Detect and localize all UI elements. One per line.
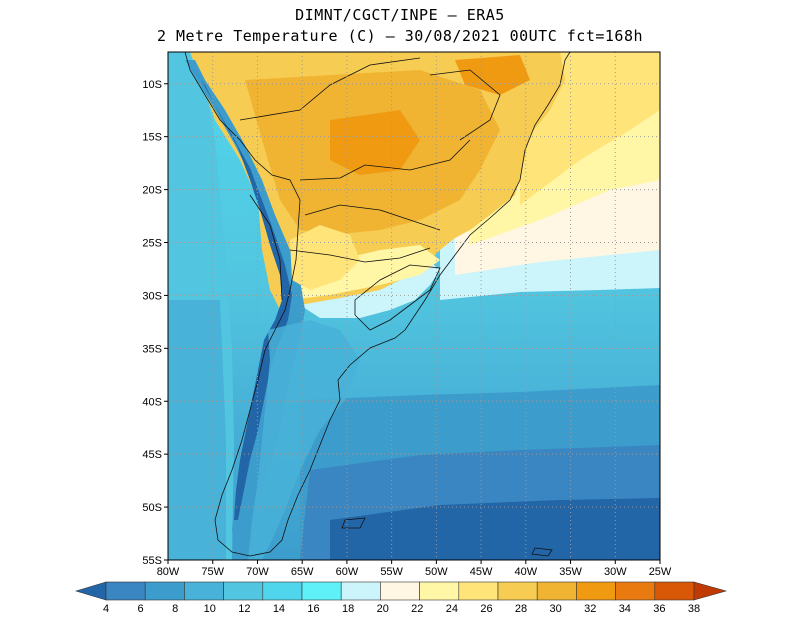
colorbar-swatch	[458, 581, 499, 601]
colorbar-label: 10	[204, 603, 216, 615]
map-title-line2: 2 Metre Temperature (C) – 30/08/2021 00U…	[156, 27, 644, 45]
colorbar-label: 8	[172, 603, 178, 615]
colorbar-label: 26	[480, 603, 492, 615]
lon-label: 50W	[425, 566, 448, 578]
colorbar-swatch	[693, 581, 728, 601]
colorbar-swatch	[615, 581, 656, 601]
colorbar-swatch	[301, 581, 342, 601]
lon-label: 80W	[157, 566, 180, 578]
colorbar-label: 30	[550, 603, 562, 615]
colorbar-swatch	[380, 581, 420, 601]
lat-label: 55S	[142, 555, 162, 567]
colorbar-swatch	[223, 581, 264, 601]
colorbar-swatch	[576, 581, 616, 601]
colorbar-label: 16	[307, 603, 319, 615]
colorbar-swatch	[340, 581, 381, 601]
lon-label: 75W	[201, 566, 224, 578]
lat-label: 40S	[142, 396, 162, 408]
colorbar-label: 38	[688, 603, 700, 615]
lon-label: 25W	[649, 566, 672, 578]
lat-label: 25S	[142, 238, 162, 250]
colorbar-label: 20	[377, 603, 389, 615]
lon-label: 60W	[336, 566, 359, 578]
colorbar-label: 18	[342, 603, 354, 615]
colorbar: 4 6 8 10 12 14 16 18 20 22 24 26 28 30 32 34 36 38	[74, 581, 728, 615]
colorbar-swatch	[536, 581, 577, 601]
colorbar-swatch	[74, 581, 107, 601]
colorbar-swatch	[419, 581, 460, 601]
colorbar-swatch	[105, 581, 146, 601]
colorbar-label: 4	[103, 603, 109, 615]
lat-label: 35S	[142, 343, 162, 355]
colorbar-label: 12	[238, 603, 250, 615]
lat-label: 30S	[142, 290, 162, 302]
lon-label: 30W	[604, 566, 627, 578]
lat-label: 20S	[142, 185, 162, 197]
colorbar-label: 28	[515, 603, 527, 615]
colorbar-label: 14	[273, 603, 285, 615]
colorbar-swatch	[184, 581, 224, 601]
colorbar-swatch	[497, 581, 538, 601]
lon-label: 65W	[291, 566, 314, 578]
lon-label: 35W	[559, 566, 582, 578]
lon-label: 55W	[380, 566, 403, 578]
colorbar-swatch	[144, 581, 185, 601]
colorbar-label: 32	[584, 603, 596, 615]
lat-label: 50S	[142, 502, 162, 514]
colorbar-label: 22	[411, 603, 423, 615]
lon-label: 70W	[246, 566, 269, 578]
map-title-line1: DIMNT/CGCT/INPE – ERA5	[295, 6, 505, 24]
lon-label: 45W	[470, 566, 493, 578]
colorbar-label: 6	[138, 603, 144, 615]
colorbar-label: 36	[653, 603, 665, 615]
longitude-labels: 80W 75W 70W 65W 60W 55W 50W 45W 40W 35W 30W 25W	[157, 560, 672, 578]
colorbar-swatch	[262, 581, 303, 601]
colorbar-swatch	[654, 581, 695, 601]
map-gridlines	[168, 52, 660, 560]
lat-label: 10S	[142, 79, 162, 91]
lat-label: 15S	[142, 132, 162, 144]
latitude-labels: 10S 15S 20S 25S 30S 35S 40S 45S 50S 55S	[142, 79, 168, 567]
colorbar-label: 34	[619, 603, 631, 615]
map-frame	[167, 51, 661, 561]
temperature-field	[168, 52, 660, 560]
lat-label: 45S	[142, 449, 162, 461]
colorbar-label: 24	[446, 603, 458, 615]
lon-label: 40W	[515, 566, 538, 578]
